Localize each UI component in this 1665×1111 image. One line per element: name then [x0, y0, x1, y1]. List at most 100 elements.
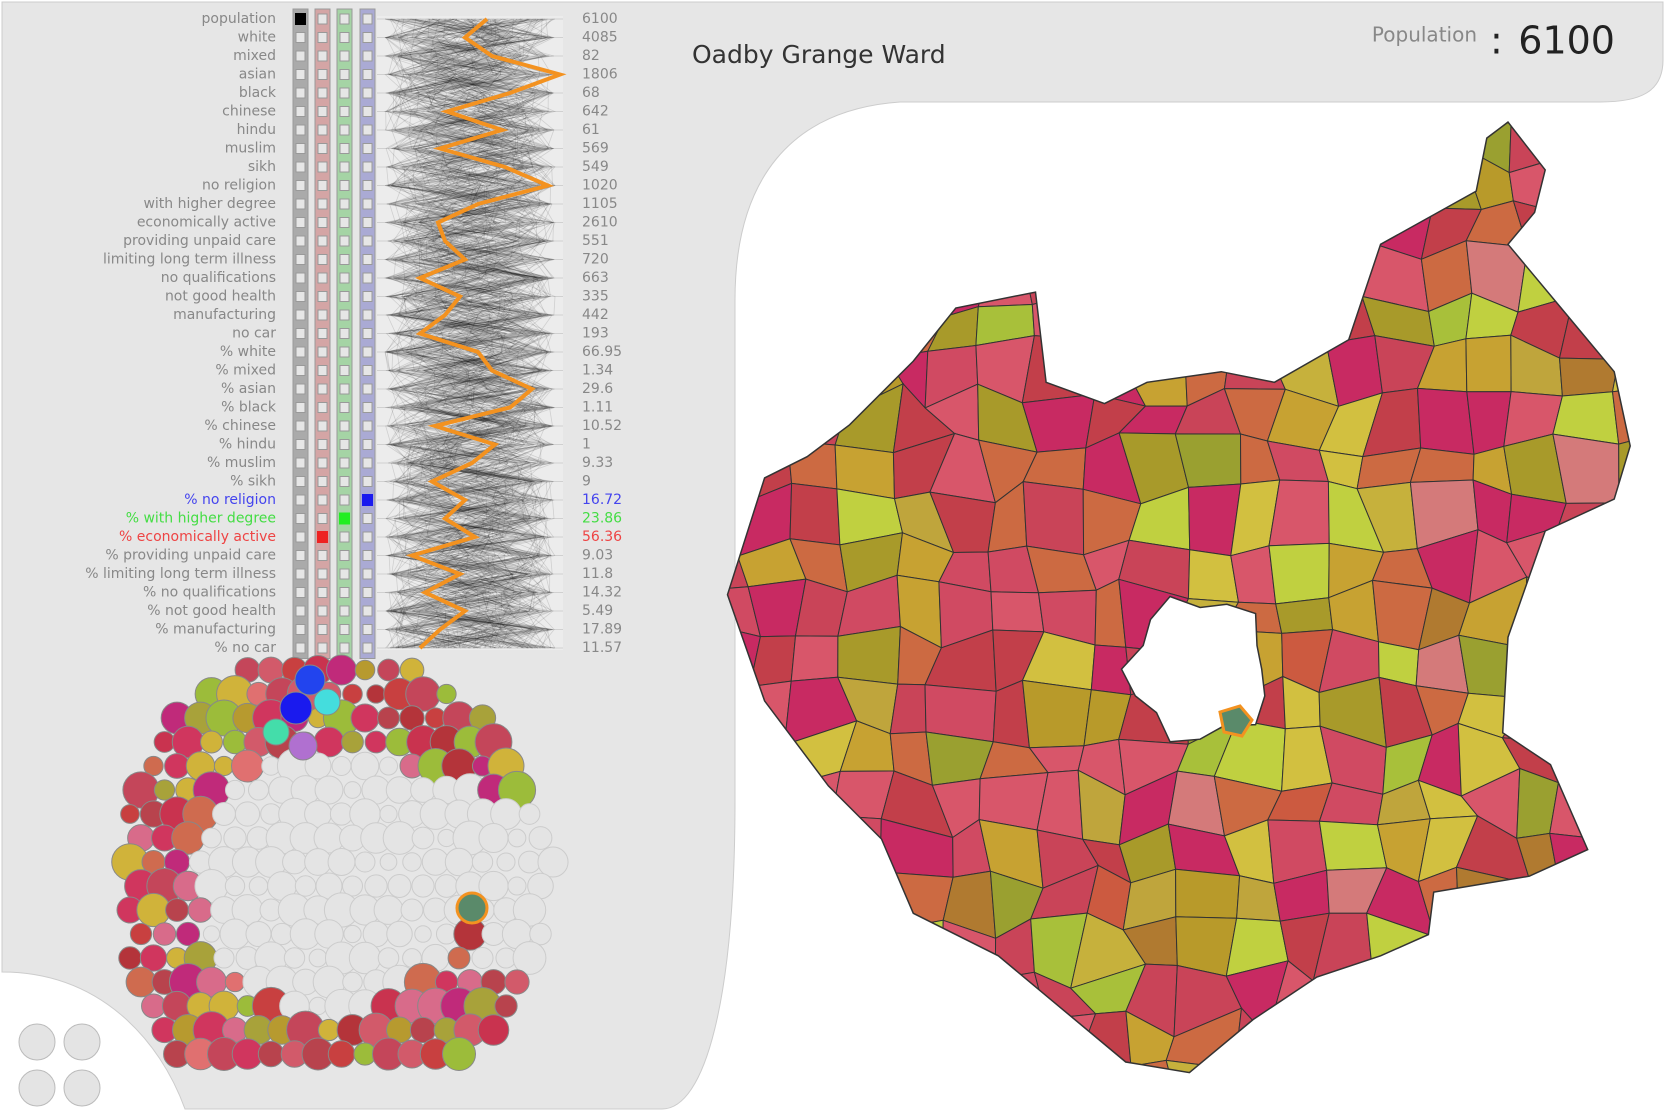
checkbox[interactable] — [318, 51, 327, 61]
checkbox[interactable] — [318, 273, 327, 283]
ward-bubble[interactable] — [383, 822, 416, 855]
ward-region[interactable] — [1560, 296, 1627, 359]
checkbox[interactable] — [295, 13, 306, 25]
ward-region[interactable] — [1222, 602, 1281, 633]
variable-label[interactable]: % mixed — [215, 363, 276, 379]
ward-region[interactable] — [788, 441, 837, 489]
ward-bubble[interactable] — [121, 805, 140, 824]
button[interactable] — [64, 1070, 100, 1106]
ward-region[interactable] — [937, 102, 995, 164]
ward-region[interactable] — [991, 592, 1044, 632]
checkbox[interactable] — [340, 162, 349, 172]
ward-region[interactable] — [1022, 211, 1075, 253]
ward-bubble[interactable] — [519, 851, 541, 873]
checkbox[interactable] — [318, 495, 327, 505]
ward-region[interactable] — [1318, 200, 1376, 257]
ward-region[interactable] — [1556, 107, 1619, 166]
checkbox[interactable] — [296, 384, 305, 394]
checkbox[interactable] — [296, 162, 305, 172]
ward-region[interactable] — [745, 401, 808, 450]
ward-region[interactable] — [1561, 579, 1619, 651]
ward-bubble[interactable] — [332, 757, 351, 776]
ward-region[interactable] — [1558, 503, 1619, 537]
checkbox[interactable] — [340, 310, 349, 320]
checkbox[interactable] — [318, 14, 327, 24]
ward-bubble[interactable] — [365, 875, 387, 897]
ward-region[interactable] — [838, 288, 887, 358]
ward-region[interactable] — [754, 192, 800, 265]
checkbox[interactable] — [318, 236, 327, 246]
ward-region[interactable] — [1283, 1073, 1313, 1111]
checkbox[interactable] — [296, 347, 305, 357]
ward-bubble[interactable] — [355, 852, 375, 872]
ward-region[interactable] — [1410, 448, 1474, 482]
ward-region[interactable] — [1429, 145, 1481, 209]
ward-region[interactable] — [942, 961, 995, 1032]
ward-region[interactable] — [736, 298, 797, 358]
checkbox[interactable] — [318, 477, 327, 487]
checkbox[interactable] — [340, 532, 349, 542]
ward-region[interactable] — [836, 1057, 893, 1111]
ward-region[interactable] — [792, 303, 842, 359]
ward-region[interactable] — [1504, 883, 1572, 937]
checkbox[interactable] — [318, 162, 327, 172]
ward-bubble[interactable] — [280, 692, 312, 724]
ward-bubble[interactable] — [505, 970, 529, 994]
ward-bubble[interactable] — [166, 899, 189, 922]
ward-region[interactable] — [1033, 1014, 1095, 1084]
variable-label[interactable]: % with higher degree — [126, 511, 276, 527]
ward-region[interactable] — [1432, 924, 1477, 989]
checkbox[interactable] — [296, 107, 305, 117]
checkbox[interactable] — [296, 421, 305, 431]
ward-region[interactable] — [792, 344, 846, 412]
checkbox[interactable] — [318, 514, 327, 524]
ward-region[interactable] — [1126, 261, 1193, 315]
checkbox[interactable] — [340, 33, 349, 43]
ward-bubble[interactable] — [225, 972, 244, 991]
ward-bubble[interactable] — [412, 827, 434, 849]
checkbox[interactable] — [318, 292, 327, 302]
ward-region[interactable] — [832, 816, 881, 872]
checkbox[interactable] — [296, 643, 305, 653]
ward-region[interactable] — [830, 246, 906, 312]
ward-region[interactable] — [1599, 579, 1660, 651]
checkbox[interactable] — [363, 255, 372, 265]
ward-bubble[interactable] — [154, 732, 175, 753]
ward-region[interactable] — [1026, 153, 1097, 212]
checkbox[interactable] — [296, 495, 305, 505]
ward-bubble[interactable] — [225, 876, 244, 895]
ward-region[interactable] — [1313, 979, 1373, 1019]
ward-region[interactable] — [1176, 869, 1240, 918]
checkbox[interactable] — [318, 70, 327, 80]
ward-region[interactable] — [1358, 101, 1430, 156]
ward-region[interactable] — [1428, 964, 1476, 1012]
ward-region[interactable] — [1370, 979, 1432, 1011]
ward-region[interactable] — [845, 980, 902, 1028]
variable-label[interactable]: no car — [232, 326, 276, 342]
ward-region[interactable] — [1025, 1064, 1081, 1111]
ward-region[interactable] — [782, 922, 849, 980]
checkbox[interactable] — [340, 625, 349, 635]
ward-bubble[interactable] — [497, 853, 515, 871]
ward-bubble[interactable] — [415, 926, 432, 943]
variable-label[interactable]: muslim — [225, 141, 276, 157]
checkbox[interactable] — [340, 218, 349, 228]
ward-region[interactable] — [1616, 627, 1662, 687]
ward-region[interactable] — [1373, 1056, 1429, 1111]
checkbox[interactable] — [296, 255, 305, 265]
ward-region[interactable] — [850, 145, 906, 205]
ward-region[interactable] — [1613, 346, 1665, 392]
checkbox[interactable] — [296, 625, 305, 635]
ward-region[interactable] — [1318, 155, 1376, 208]
ward-region[interactable] — [1022, 120, 1097, 164]
ward-region[interactable] — [1616, 1009, 1664, 1081]
ward-region[interactable] — [1090, 97, 1136, 162]
ward-region[interactable] — [840, 929, 893, 986]
ward-bubble[interactable] — [367, 685, 385, 703]
ward-region[interactable] — [1169, 201, 1237, 261]
variable-label[interactable]: chinese — [222, 104, 276, 120]
checkbox[interactable] — [296, 569, 305, 579]
variable-label[interactable]: % white — [220, 344, 276, 360]
ward-region[interactable] — [1309, 1084, 1382, 1111]
ward-region[interactable] — [1234, 1008, 1283, 1073]
